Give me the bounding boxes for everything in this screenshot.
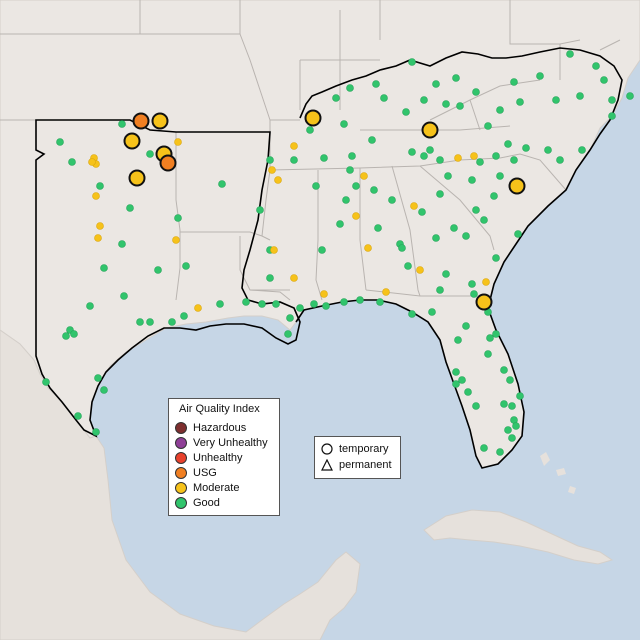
legend-item-usg: USG [175, 466, 217, 480]
legend-item-hazardous: Hazardous [175, 421, 246, 435]
monitor-type-legend: temporary permanent [314, 436, 401, 479]
bahamas-landmass [540, 452, 576, 494]
region-outline [35, 119, 301, 438]
legend-item-unhealthy: Unhealthy [175, 451, 243, 465]
monitor-type-label: permanent [339, 459, 392, 471]
legend-item-permanent: permanent [321, 458, 392, 472]
monitor-type-label: temporary [339, 443, 389, 455]
moderate-swatch-icon [175, 482, 187, 494]
usg-swatch-icon [175, 467, 187, 479]
state-borders [0, 0, 621, 301]
unhealthy-swatch-icon [175, 452, 187, 464]
legend-item-moderate: Moderate [175, 481, 239, 495]
southeast-outline [295, 47, 623, 469]
usg-monitors-large[interactable] [132, 112, 177, 172]
legend-label: Good [193, 497, 220, 509]
circle-outline-icon [321, 443, 333, 455]
legend-label: Moderate [193, 482, 240, 494]
legend-title: Air Quality Index [179, 403, 260, 415]
legend-label: Unhealthy [193, 452, 243, 464]
good-monitors[interactable] [42, 50, 634, 456]
moderate-monitors-small[interactable] [88, 138, 490, 312]
legend-item-temporary: temporary [321, 442, 389, 456]
aqi-legend: Air Quality Index Hazardous Very Unhealt… [168, 398, 280, 516]
cuba-landmass [423, 509, 614, 565]
triangle-outline-icon [321, 459, 333, 471]
moderate-monitors-large[interactable] [123, 109, 526, 311]
legend-label: Hazardous [193, 422, 247, 434]
legend-item-very-unhealthy: Very Unhealthy [175, 436, 268, 450]
hazardous-swatch-icon [175, 422, 187, 434]
good-swatch-icon [175, 497, 187, 509]
legend-label: USG [193, 467, 217, 479]
very-unhealthy-swatch-icon [175, 437, 187, 449]
legend-label: Very Unhealthy [193, 437, 268, 449]
legend-item-good: Good [175, 496, 220, 510]
